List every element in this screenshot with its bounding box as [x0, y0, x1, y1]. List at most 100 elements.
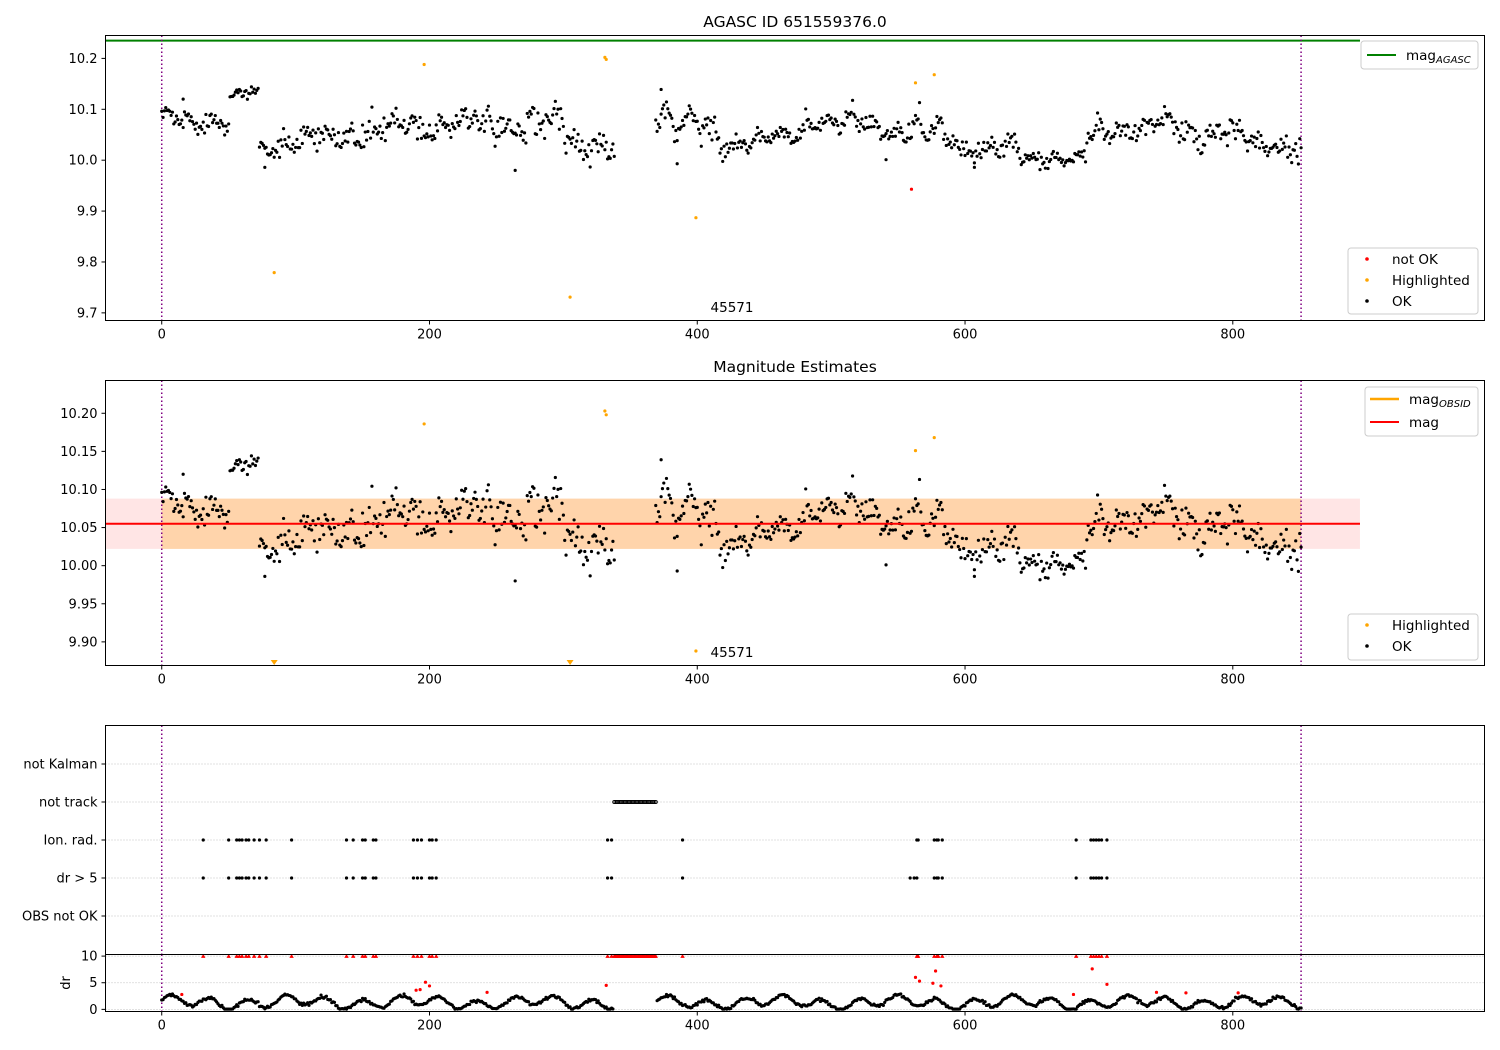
ok-point — [521, 534, 525, 538]
ok-point — [379, 531, 383, 535]
ok-point — [904, 140, 908, 144]
ok-point — [1077, 150, 1081, 154]
ok-point — [442, 508, 446, 512]
ok-point — [430, 138, 434, 142]
dr-point — [401, 995, 405, 999]
ok-point — [201, 507, 205, 511]
ok-point — [971, 151, 975, 155]
ok-point — [675, 534, 679, 538]
ok-point — [1295, 154, 1299, 158]
ok-point — [368, 531, 373, 535]
ok-point — [1014, 140, 1018, 144]
ok-point — [517, 512, 521, 517]
flag-point — [252, 838, 256, 842]
ok-point — [687, 104, 691, 108]
ok-point — [470, 121, 474, 125]
ok-point — [956, 544, 960, 549]
ok-point — [393, 508, 397, 512]
ok-point — [719, 546, 723, 551]
ok-point — [331, 517, 335, 521]
ok-point — [209, 112, 213, 116]
ok-point — [1284, 527, 1288, 531]
ok-point — [963, 557, 967, 561]
ok-point — [1019, 570, 1023, 574]
x-tick-label: 600 — [953, 328, 978, 343]
ok-point — [1224, 526, 1228, 530]
flag-point — [622, 800, 627, 805]
ok-point — [435, 520, 440, 524]
panel-agasc: AGASC ID 651559376.0 0 200 400 600 8009.79.8… — [69, 13, 1485, 343]
ok-point — [413, 115, 417, 119]
dr-point — [409, 997, 413, 1001]
dr-capped-marker — [257, 954, 262, 958]
ok-point — [984, 550, 989, 554]
y-tick-label: 9.8 — [77, 255, 98, 270]
ok-point — [379, 136, 383, 141]
ok-point — [929, 123, 934, 128]
ok-point — [516, 509, 520, 513]
ok-point — [461, 497, 465, 501]
y-tick-label: 5 — [89, 976, 97, 991]
ok-point — [1094, 123, 1098, 127]
ok-point — [568, 137, 572, 141]
dr-point — [881, 1003, 885, 1007]
ok-point — [671, 124, 675, 129]
ok-point — [537, 509, 541, 513]
ok-point — [352, 538, 357, 542]
ok-point — [181, 515, 185, 519]
ok-point — [1279, 532, 1283, 536]
ok-point — [1176, 518, 1180, 522]
ok-point — [824, 505, 828, 510]
ok-point — [1010, 528, 1014, 532]
flag-point — [264, 838, 268, 842]
ok-point — [1031, 151, 1035, 156]
ok-point — [727, 146, 731, 150]
ok-point — [561, 124, 565, 129]
ok-point — [552, 106, 556, 111]
ok-point — [1217, 511, 1222, 515]
ok-point — [1012, 132, 1017, 136]
ok-point — [469, 117, 473, 121]
ok-point — [959, 556, 963, 560]
ok-point — [788, 131, 792, 135]
ok-point — [340, 141, 345, 146]
y-tick-label: 9.7 — [77, 306, 98, 321]
ok-point — [441, 510, 445, 514]
ok-point — [879, 532, 883, 536]
ok-point — [662, 481, 666, 485]
ok-point — [387, 124, 391, 128]
y-tick-label: 0 — [89, 1003, 97, 1018]
ok-point — [514, 133, 519, 137]
dr-point — [363, 997, 367, 1001]
ok-point — [879, 137, 883, 141]
ok-point — [1212, 132, 1216, 136]
ok-point — [1101, 517, 1105, 521]
ok-point — [709, 504, 713, 508]
ok-point — [971, 552, 975, 557]
y-tick-label: 10.0 — [69, 154, 98, 169]
ok-point — [399, 512, 403, 516]
ok-point — [1133, 123, 1137, 128]
dr-point — [817, 996, 821, 1000]
dr-point — [980, 998, 985, 1002]
ok-point — [766, 529, 770, 533]
ok-point — [852, 112, 856, 116]
dr-capped-marker — [201, 954, 206, 958]
ok-point — [950, 545, 954, 549]
x-tick-label: 200 — [417, 673, 442, 688]
ok-point — [794, 530, 798, 534]
ok-point — [529, 495, 533, 499]
ok-point — [192, 122, 196, 126]
ok-point — [767, 535, 772, 539]
ok-point — [975, 154, 979, 158]
ok-point — [557, 127, 561, 131]
ok-point — [936, 120, 940, 125]
ok-point — [169, 497, 173, 501]
ok-point — [504, 126, 508, 130]
highlighted-point — [604, 413, 608, 417]
ok-point — [684, 499, 689, 503]
dr-flagged-point — [931, 981, 935, 985]
ok-point — [864, 500, 868, 504]
flag-point — [264, 876, 268, 880]
ok-point — [946, 137, 950, 141]
